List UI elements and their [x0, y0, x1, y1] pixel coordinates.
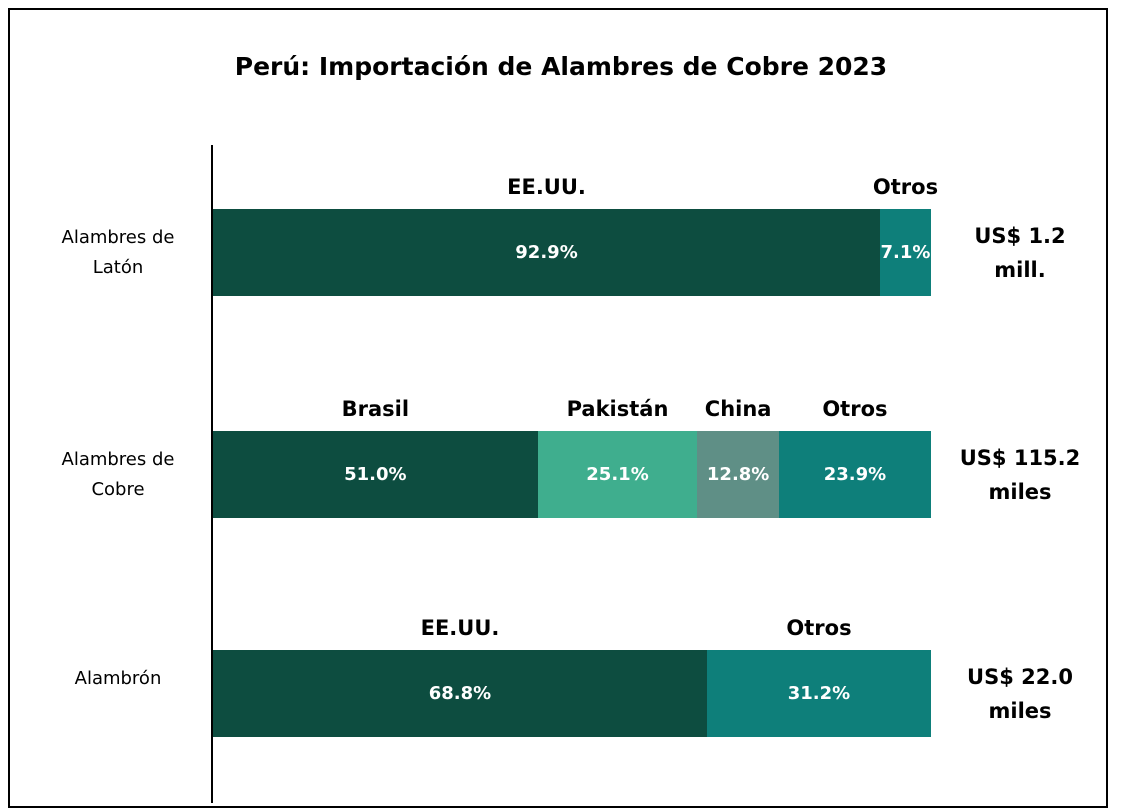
segment-name: Otros [872, 175, 939, 199]
category-label: Alambres de Latón [61, 226, 175, 278]
bar-segment: 92.9% [213, 209, 881, 296]
category-label: Alambrón [74, 667, 162, 689]
axis-line [211, 145, 213, 803]
chart-title: Perú: Importación de Alambres de Cobre 2… [234, 52, 888, 81]
segment-name: Otros [822, 397, 888, 421]
value-label: 12.8% [706, 464, 770, 485]
bar-segment: 25.1% [537, 431, 698, 518]
total-label: US$ 1.2 mill. [974, 223, 1066, 282]
segment-name: Pakistán [566, 397, 669, 421]
bar-segment: 31.2% [706, 650, 931, 737]
bar-segment: 12.8% [697, 431, 779, 518]
value-label: 25.1% [586, 464, 649, 485]
value-label: 68.8% [428, 683, 492, 704]
bar-segment: 7.1% [880, 209, 931, 296]
segment-name: Brasil [341, 397, 410, 421]
value-label: 92.9% [515, 242, 578, 263]
frame [8, 8, 1108, 808]
segment-name: EE.UU. [420, 616, 500, 640]
bar-segment: 51.0% [213, 431, 538, 518]
segment-name: Otros [786, 616, 852, 640]
bar-segment: 23.9% [778, 431, 931, 518]
bar-segment: 68.8% [213, 650, 707, 737]
value-label: 23.9% [823, 464, 887, 485]
segment-name: EE.UU. [507, 175, 586, 199]
value-label: 7.1% [880, 242, 931, 263]
segment-name: China [704, 397, 772, 421]
value-label: 31.2% [787, 683, 851, 704]
total-label: US$ 115.2 miles [959, 445, 1081, 504]
category-label: Alambres de Cobre [61, 448, 175, 500]
total-label: US$ 22.0 miles [967, 664, 1073, 723]
value-label: 51.0% [344, 464, 407, 485]
